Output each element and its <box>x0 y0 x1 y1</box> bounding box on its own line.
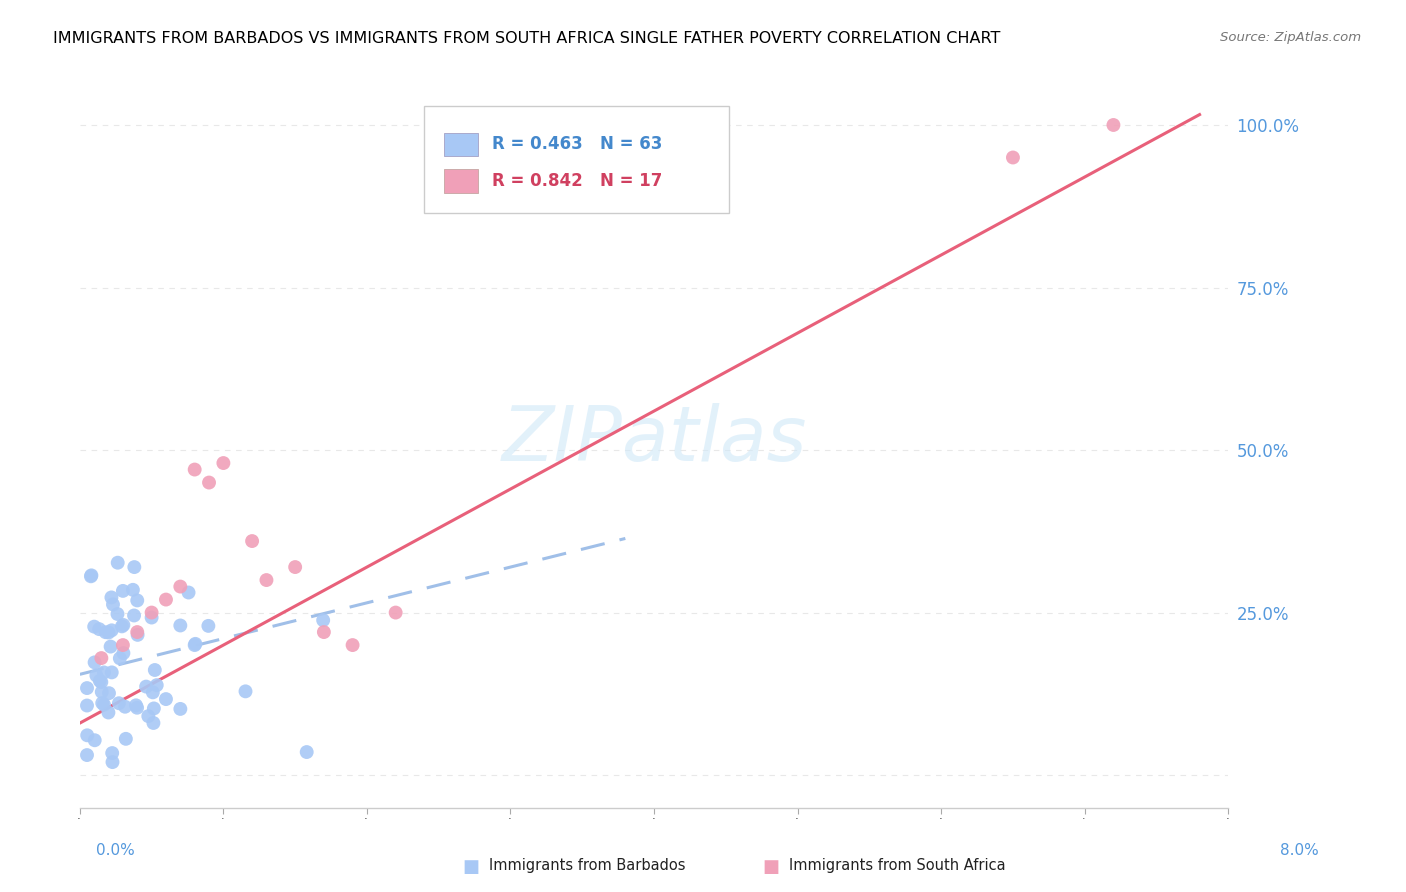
Point <box>183 638 205 652</box>
FancyBboxPatch shape <box>444 133 478 156</box>
Point <box>107 607 129 621</box>
FancyBboxPatch shape <box>425 106 728 212</box>
Point <box>240 534 263 549</box>
Text: ■: ■ <box>463 858 479 876</box>
Point <box>94 625 117 640</box>
Point <box>97 625 120 640</box>
Point <box>235 684 257 698</box>
Point <box>89 673 111 688</box>
Point <box>83 733 105 747</box>
Point <box>101 755 124 769</box>
Point <box>108 651 131 665</box>
Point <box>141 610 163 624</box>
Point <box>312 625 335 640</box>
Point <box>80 569 103 583</box>
Text: Immigrants from South Africa: Immigrants from South Africa <box>789 858 1005 873</box>
Point <box>91 696 114 710</box>
Point <box>97 706 120 720</box>
Point <box>142 701 165 715</box>
Text: ZIPatlas: ZIPatlas <box>502 403 807 477</box>
Point <box>312 613 335 627</box>
Point <box>76 728 98 742</box>
Point <box>115 731 138 746</box>
Point <box>284 560 307 574</box>
Text: 8.0%: 8.0% <box>1279 843 1319 858</box>
Point <box>93 698 115 712</box>
Point <box>98 686 121 700</box>
Point <box>169 618 191 632</box>
Point <box>83 620 105 634</box>
Point <box>342 638 364 652</box>
Point <box>114 699 136 714</box>
Point <box>76 681 98 695</box>
Point <box>143 663 166 677</box>
Point <box>83 656 105 670</box>
Text: ■: ■ <box>762 858 779 876</box>
Point <box>141 606 163 620</box>
Point <box>177 585 200 599</box>
Point <box>108 696 131 710</box>
Point <box>198 475 221 490</box>
Point <box>107 556 129 570</box>
Point <box>100 591 122 605</box>
Point <box>142 685 165 699</box>
Point <box>122 582 145 597</box>
Point <box>384 606 406 620</box>
Point <box>125 700 148 714</box>
Point <box>124 560 146 574</box>
Point <box>1102 118 1125 132</box>
Point <box>112 646 135 660</box>
Point <box>256 573 278 587</box>
Text: IMMIGRANTS FROM BARBADOS VS IMMIGRANTS FROM SOUTH AFRICA SINGLE FATHER POVERTY C: IMMIGRANTS FROM BARBADOS VS IMMIGRANTS F… <box>53 31 1001 46</box>
Point <box>155 592 177 607</box>
Point <box>136 709 159 723</box>
Text: Source: ZipAtlas.com: Source: ZipAtlas.com <box>1220 31 1361 45</box>
Point <box>80 568 103 582</box>
Point <box>112 618 135 632</box>
Point <box>142 716 165 731</box>
Point <box>90 675 112 690</box>
Text: Immigrants from Barbados: Immigrants from Barbados <box>489 858 686 873</box>
Point <box>111 619 134 633</box>
Point <box>101 598 124 612</box>
Text: R = 0.842   N = 17: R = 0.842 N = 17 <box>492 172 662 190</box>
Point <box>155 692 177 706</box>
FancyBboxPatch shape <box>444 169 478 193</box>
Point <box>86 668 108 682</box>
Point <box>1001 151 1024 165</box>
Point <box>183 462 205 476</box>
Point <box>295 745 318 759</box>
Point <box>100 624 122 638</box>
Point <box>93 665 115 680</box>
Point <box>197 619 219 633</box>
Point <box>135 680 157 694</box>
Point <box>122 608 145 623</box>
Point <box>76 698 98 713</box>
Point <box>127 593 149 607</box>
Point <box>76 747 98 762</box>
Point <box>184 637 207 651</box>
Point <box>169 580 191 594</box>
Point <box>111 638 134 652</box>
Point <box>100 665 122 680</box>
Point <box>100 640 122 654</box>
Point <box>127 628 149 642</box>
Point <box>101 746 124 760</box>
Point <box>169 702 191 716</box>
Text: R = 0.463   N = 63: R = 0.463 N = 63 <box>492 136 662 153</box>
Text: 0.0%: 0.0% <box>96 843 135 858</box>
Point <box>89 622 111 636</box>
Point <box>127 625 149 640</box>
Point <box>111 583 134 598</box>
Point <box>145 678 167 692</box>
Point <box>212 456 235 470</box>
Point <box>125 698 148 713</box>
Point <box>90 685 112 699</box>
Point <box>90 651 112 665</box>
